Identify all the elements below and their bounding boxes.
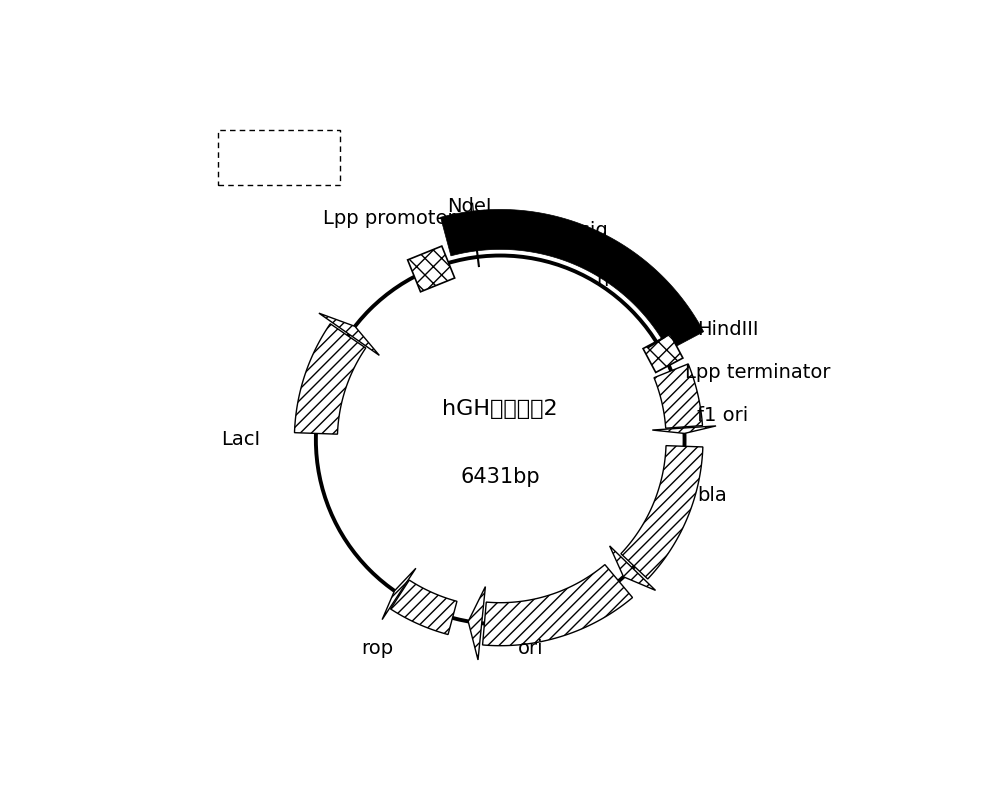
- Polygon shape: [468, 587, 485, 660]
- Text: bla: bla: [697, 486, 727, 504]
- Polygon shape: [621, 445, 703, 579]
- Text: LacI: LacI: [221, 430, 261, 449]
- Text: Lpp promoter: Lpp promoter: [323, 209, 456, 228]
- Polygon shape: [441, 209, 704, 354]
- Polygon shape: [610, 546, 656, 591]
- Text: 6431bp: 6431bp: [460, 467, 540, 487]
- Polygon shape: [382, 568, 416, 619]
- Bar: [218, 129, 340, 185]
- Text: ori: ori: [518, 639, 544, 658]
- Text: HindIII: HindIII: [697, 320, 758, 339]
- Text: hGH表达质折2: hGH表达质折2: [442, 399, 558, 419]
- Text: rop: rop: [361, 639, 393, 658]
- Polygon shape: [483, 565, 633, 646]
- Text: OmpA-sig: OmpA-sig: [514, 221, 609, 240]
- Polygon shape: [391, 580, 457, 634]
- Polygon shape: [294, 324, 366, 434]
- Polygon shape: [654, 364, 702, 429]
- Text: Lpp terminator: Lpp terminator: [685, 363, 830, 381]
- Polygon shape: [643, 334, 683, 373]
- Polygon shape: [408, 246, 455, 292]
- Polygon shape: [319, 313, 379, 355]
- Text: hGH: hGH: [596, 271, 638, 290]
- Text: NdeI: NdeI: [447, 197, 492, 216]
- Text: f1 ori: f1 ori: [697, 405, 748, 425]
- Polygon shape: [652, 426, 716, 433]
